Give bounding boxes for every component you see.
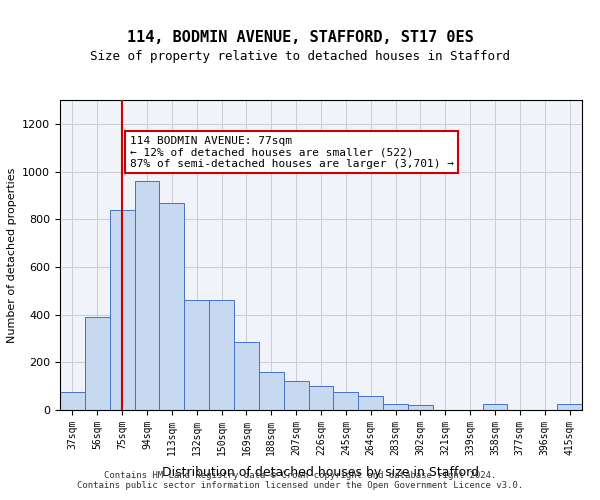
Bar	[234, 342, 259, 410]
Y-axis label: Number of detached properties: Number of detached properties	[7, 168, 17, 342]
Bar	[85, 317, 110, 410]
Bar	[60, 392, 85, 410]
Bar	[160, 202, 184, 410]
Text: 114, BODMIN AVENUE, STAFFORD, ST17 0ES: 114, BODMIN AVENUE, STAFFORD, ST17 0ES	[127, 30, 473, 45]
Text: Contains HM Land Registry data © Crown copyright and database right 2024.
Contai: Contains HM Land Registry data © Crown c…	[77, 470, 523, 490]
Bar	[110, 210, 134, 410]
Bar	[482, 404, 508, 410]
Text: Size of property relative to detached houses in Stafford: Size of property relative to detached ho…	[90, 50, 510, 63]
Bar	[284, 382, 308, 410]
Bar	[308, 386, 334, 410]
Bar	[557, 404, 582, 410]
Text: 114 BODMIN AVENUE: 77sqm
← 12% of detached houses are smaller (522)
87% of semi-: 114 BODMIN AVENUE: 77sqm ← 12% of detach…	[130, 136, 454, 169]
Bar	[184, 300, 209, 410]
Bar	[383, 404, 408, 410]
Bar	[209, 300, 234, 410]
Bar	[408, 405, 433, 410]
Bar	[259, 372, 284, 410]
X-axis label: Distribution of detached houses by size in Stafford: Distribution of detached houses by size …	[163, 466, 479, 479]
Bar	[358, 396, 383, 410]
Bar	[134, 181, 160, 410]
Bar	[334, 392, 358, 410]
